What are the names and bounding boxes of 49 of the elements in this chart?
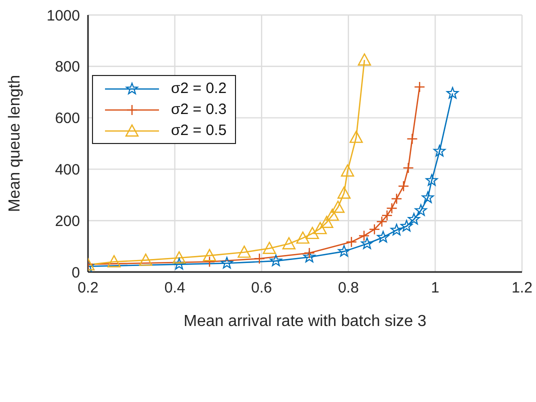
point — [220, 256, 233, 268]
point — [172, 251, 186, 264]
point — [426, 174, 438, 186]
point — [377, 230, 390, 243]
y-tick-label: 800 — [54, 58, 80, 76]
point — [139, 254, 152, 266]
x-tick-label: 1 — [431, 280, 440, 297]
point — [414, 204, 427, 216]
x-tick-label: 0.6 — [251, 280, 272, 297]
point — [408, 212, 420, 225]
point — [422, 191, 434, 203]
point — [338, 245, 350, 257]
y-axis-title: Mean queue length — [6, 75, 24, 212]
point — [358, 53, 372, 66]
point — [340, 164, 354, 177]
legend-label: σ2 = 0.2 — [171, 80, 227, 97]
point — [238, 246, 251, 258]
point — [446, 87, 459, 99]
point — [390, 224, 403, 236]
x-tick-label: 0.2 — [78, 280, 98, 297]
point — [202, 248, 216, 262]
point — [320, 216, 334, 228]
point — [262, 242, 276, 254]
point — [350, 130, 363, 143]
point — [303, 250, 316, 262]
point — [400, 220, 413, 232]
y-tick-label: 400 — [54, 162, 80, 179]
y-tick-label: 600 — [54, 110, 80, 128]
x-tick-label: 0.4 — [164, 280, 186, 297]
point — [326, 208, 339, 221]
point — [361, 237, 374, 249]
point — [337, 186, 351, 199]
point — [270, 254, 282, 266]
point — [433, 144, 446, 156]
point — [314, 222, 327, 234]
point — [107, 255, 121, 268]
legend-label: σ2 = 0.5 — [171, 122, 227, 139]
y-tick-label: 0 — [72, 264, 80, 282]
y-tick-label: 1000 — [46, 7, 80, 24]
point — [282, 237, 296, 250]
point — [296, 231, 310, 244]
point — [173, 258, 186, 270]
x-tick-label: 1.2 — [512, 280, 532, 297]
point — [331, 200, 345, 213]
x-tick-label: 0.8 — [338, 280, 359, 297]
x-axis-title: Mean arrival rate with batch size 3 — [184, 313, 426, 330]
y-tick-label: 200 — [54, 212, 80, 230]
point — [306, 226, 319, 240]
legend-label: σ2 = 0.3 — [171, 101, 227, 118]
